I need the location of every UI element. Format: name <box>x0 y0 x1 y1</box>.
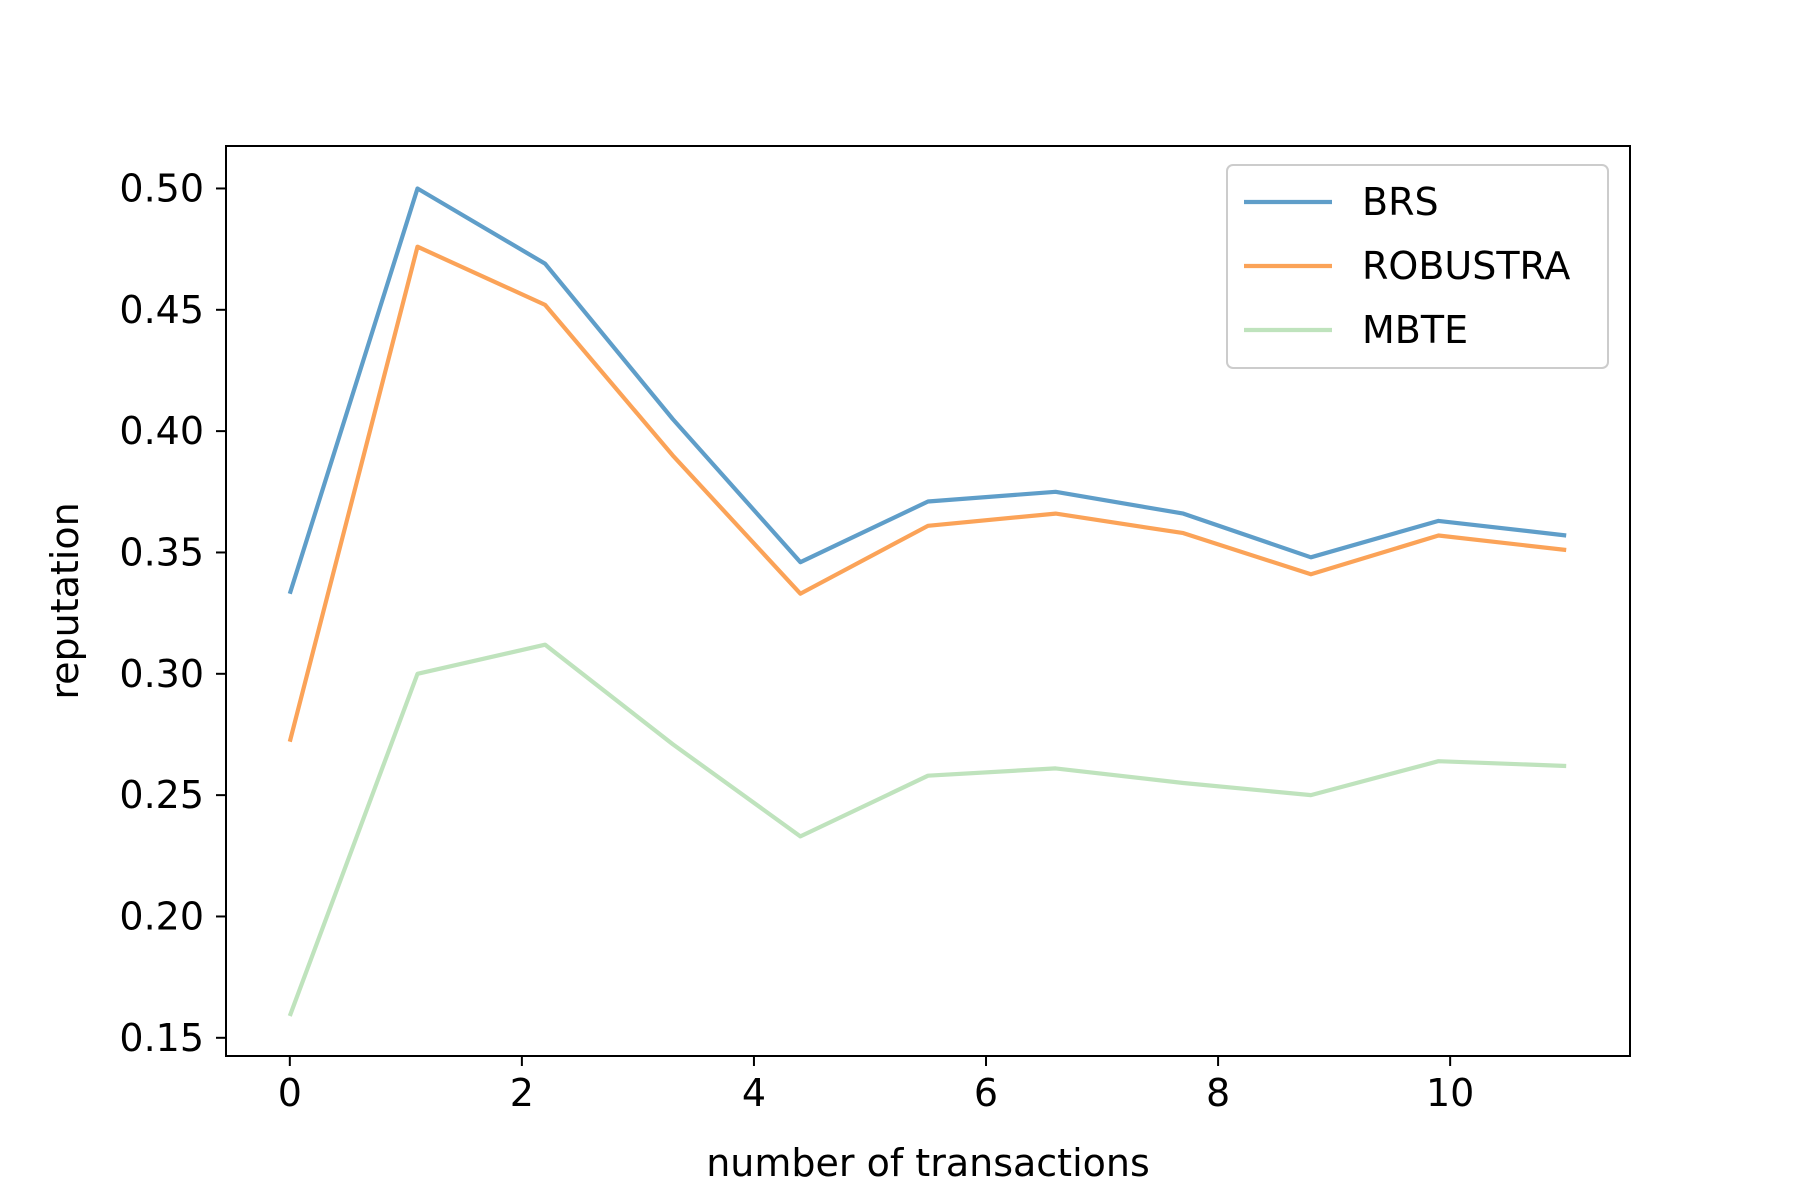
legend: BRS ROBUSTRA MBTE <box>1226 164 1609 369</box>
axes-frame <box>225 145 1631 1057</box>
x-tick-label: 8 <box>1206 1071 1230 1115</box>
legend-box <box>1226 164 1609 369</box>
y-tick-label: 0.50 <box>119 166 204 210</box>
x-tick-label: 6 <box>974 1071 998 1115</box>
y-tick-label: 0.20 <box>119 894 204 938</box>
series-layer <box>287 186 1567 1017</box>
x-tick-label: 4 <box>742 1071 766 1115</box>
x-axis-title: number of transactions <box>706 1141 1150 1185</box>
legend-label-mbte: MBTE <box>1362 308 1468 352</box>
y-axis-title: reputation <box>43 502 87 699</box>
x-tick-label: 10 <box>1426 1071 1474 1115</box>
series-line-robustra <box>287 244 1567 743</box>
legend-label-brs: BRS <box>1362 180 1439 224</box>
y-tick-label: 0.15 <box>119 1016 204 1060</box>
x-tick-label: 0 <box>278 1071 302 1115</box>
y-tick-label: 0.45 <box>119 288 204 332</box>
y-tick-label: 0.35 <box>119 530 204 574</box>
x-axis-ticks: 0 2 4 6 8 10 <box>278 1056 1474 1115</box>
y-tick-label: 0.30 <box>119 652 204 696</box>
y-tick-label: 0.25 <box>119 773 204 817</box>
series-line-mbte <box>287 642 1567 1017</box>
y-axis-ticks: 0.15 0.20 0.25 0.30 0.35 0.40 0.45 0.50 <box>119 166 226 1060</box>
legend-label-robustra: ROBUSTRA <box>1362 244 1570 288</box>
y-tick-label: 0.40 <box>119 409 204 453</box>
x-tick-label: 2 <box>510 1071 534 1115</box>
series-line-brs <box>287 186 1567 595</box>
